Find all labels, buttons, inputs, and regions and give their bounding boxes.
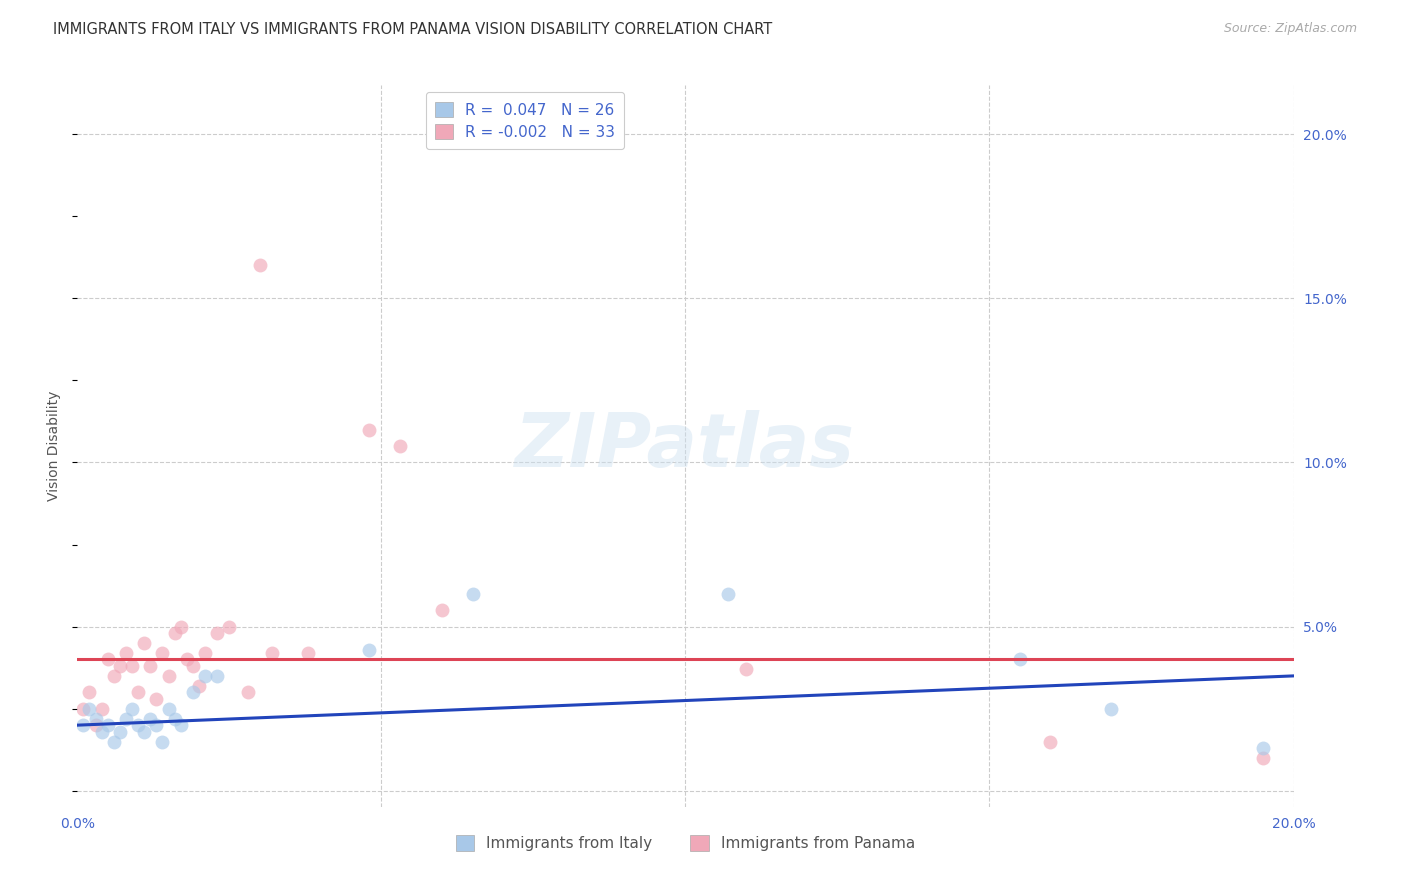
Point: [103, 734, 125, 748]
Point: [735, 662, 758, 676]
Point: [194, 646, 217, 660]
Point: [115, 646, 138, 660]
Point: [72, 718, 94, 732]
Point: [134, 636, 156, 650]
Point: [176, 652, 198, 666]
Point: [1251, 751, 1274, 765]
Point: [170, 619, 193, 633]
Point: [359, 423, 381, 437]
Point: [430, 603, 453, 617]
Legend: Immigrants from Italy, Immigrants from Panama: Immigrants from Italy, Immigrants from P…: [450, 830, 921, 857]
Point: [359, 642, 381, 657]
Point: [717, 587, 740, 601]
Point: [170, 718, 193, 732]
Point: [90, 702, 112, 716]
Point: [134, 724, 156, 739]
Point: [90, 724, 112, 739]
Point: [145, 718, 167, 732]
Point: [84, 718, 107, 732]
Point: [163, 712, 186, 726]
Point: [1039, 734, 1062, 748]
Point: [72, 702, 94, 716]
Point: [181, 685, 204, 699]
Point: [461, 587, 484, 601]
Point: [163, 626, 186, 640]
Point: [79, 685, 101, 699]
Point: [139, 659, 162, 673]
Point: [103, 669, 125, 683]
Point: [188, 679, 211, 693]
Point: [205, 626, 228, 640]
Point: [388, 439, 411, 453]
Point: [236, 685, 259, 699]
Text: IMMIGRANTS FROM ITALY VS IMMIGRANTS FROM PANAMA VISION DISABILITY CORRELATION CH: IMMIGRANTS FROM ITALY VS IMMIGRANTS FROM…: [53, 22, 773, 37]
Point: [84, 712, 107, 726]
Point: [97, 718, 120, 732]
Y-axis label: Vision Disability: Vision Disability: [48, 391, 62, 501]
Point: [249, 259, 271, 273]
Point: [121, 659, 143, 673]
Text: Source: ZipAtlas.com: Source: ZipAtlas.com: [1223, 22, 1357, 36]
Point: [297, 646, 319, 660]
Point: [1008, 652, 1031, 666]
Point: [205, 669, 228, 683]
Point: [1099, 702, 1122, 716]
Point: [260, 646, 283, 660]
Point: [97, 652, 120, 666]
Point: [108, 659, 131, 673]
Point: [127, 685, 149, 699]
Point: [1251, 741, 1274, 756]
Point: [145, 692, 167, 706]
Point: [139, 712, 162, 726]
Point: [157, 702, 180, 716]
Point: [121, 702, 143, 716]
Point: [115, 712, 138, 726]
Point: [152, 646, 174, 660]
Point: [127, 718, 149, 732]
Point: [218, 619, 240, 633]
Point: [108, 724, 131, 739]
Point: [194, 669, 217, 683]
Text: ZIPatlas: ZIPatlas: [516, 409, 855, 483]
Point: [157, 669, 180, 683]
Point: [152, 734, 174, 748]
Point: [181, 659, 204, 673]
Point: [79, 702, 101, 716]
